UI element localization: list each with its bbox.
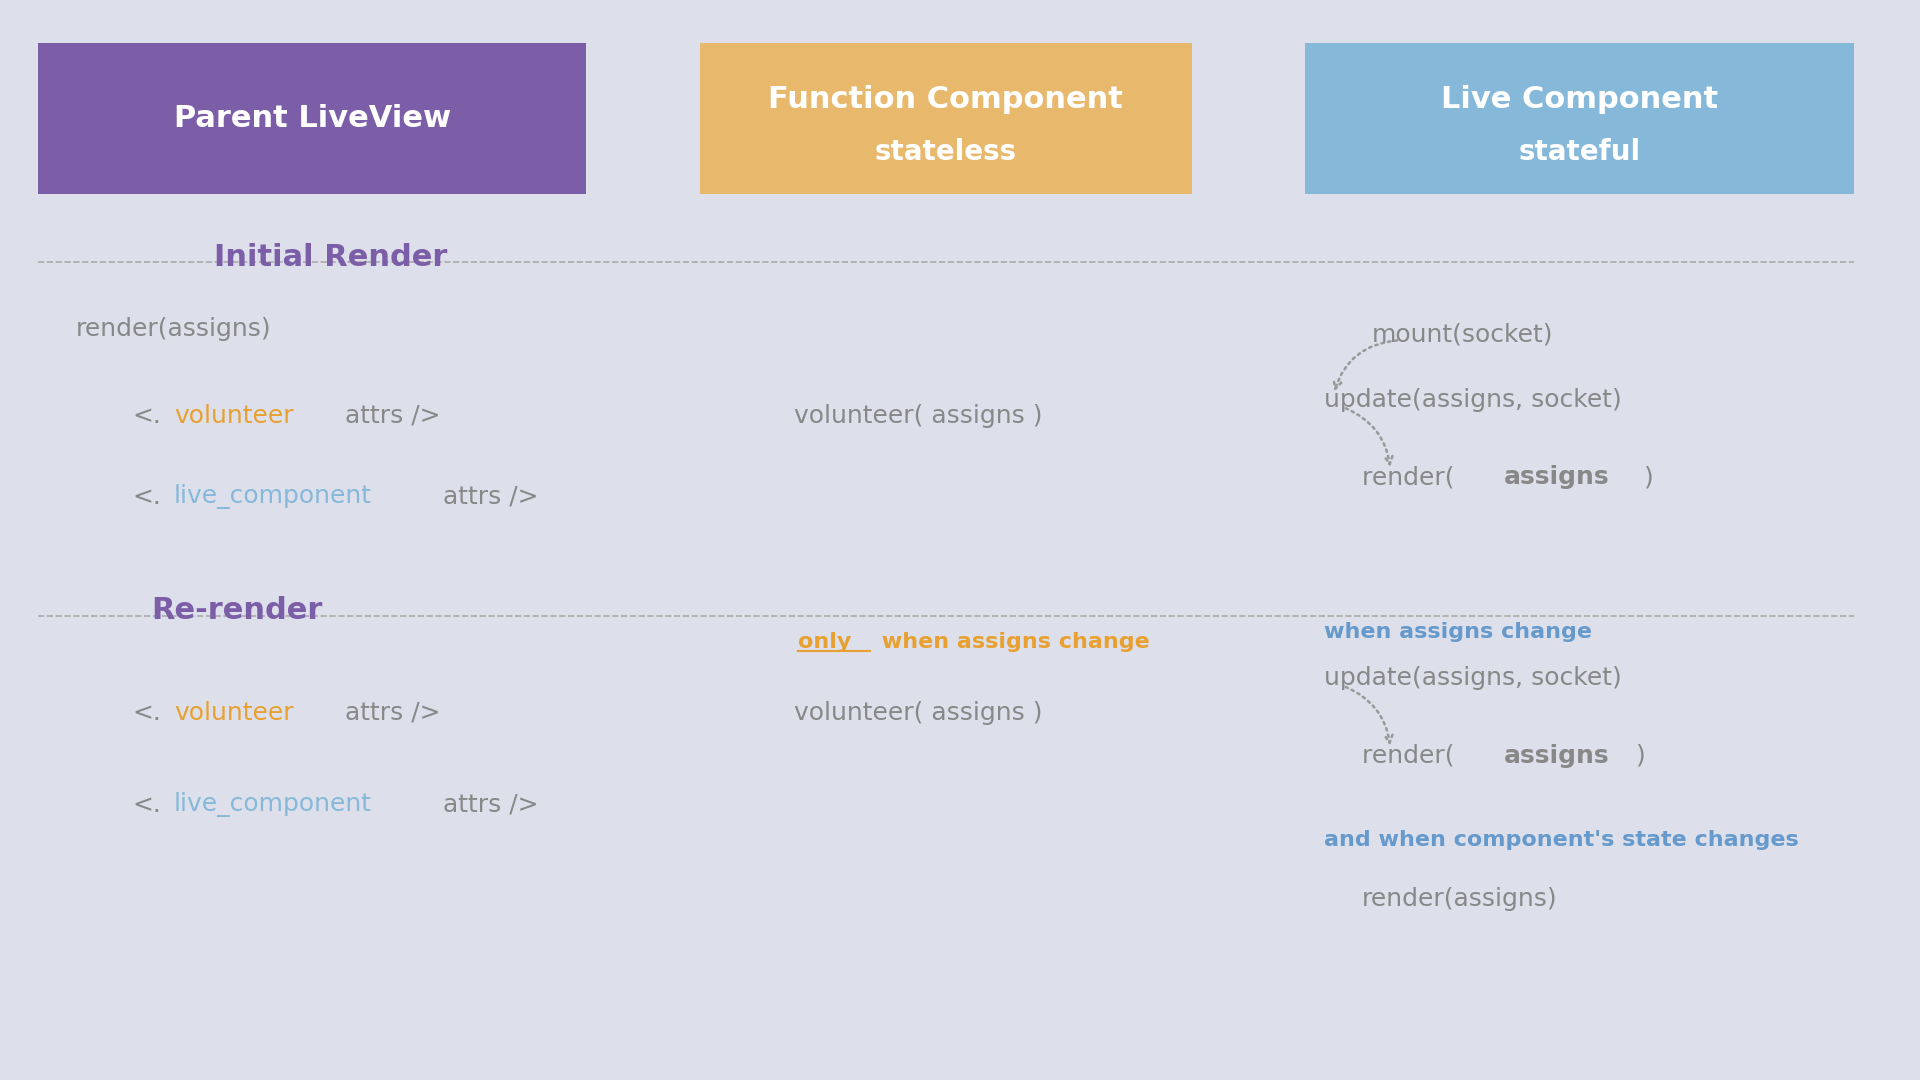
Text: and when component's state changes: and when component's state changes (1325, 831, 1799, 850)
Text: <.: <. (132, 793, 161, 816)
Text: update(assigns, socket): update(assigns, socket) (1325, 666, 1622, 690)
Text: Function Component: Function Component (768, 84, 1123, 113)
Text: Re-render: Re-render (152, 596, 323, 624)
Text: render(: render( (1361, 744, 1463, 768)
Text: <.: <. (132, 701, 161, 725)
Text: attrs />: attrs /> (436, 793, 540, 816)
Text: Parent LiveView: Parent LiveView (173, 105, 451, 133)
Text: attrs />: attrs /> (336, 404, 440, 428)
Text: ): ) (1636, 744, 1645, 768)
Text: Initial Render: Initial Render (215, 243, 447, 271)
Text: assigns: assigns (1503, 465, 1609, 489)
FancyBboxPatch shape (1306, 43, 1855, 194)
Text: attrs />: attrs /> (436, 485, 540, 509)
Text: only: only (799, 632, 852, 651)
Text: mount(socket): mount(socket) (1371, 323, 1553, 347)
Text: Live Component: Live Component (1442, 84, 1718, 113)
FancyBboxPatch shape (701, 43, 1192, 194)
Text: volunteer: volunteer (175, 404, 294, 428)
Text: volunteer: volunteer (175, 701, 294, 725)
Text: live_component: live_component (175, 792, 372, 818)
Text: volunteer( assigns ): volunteer( assigns ) (795, 701, 1043, 725)
Text: update(assigns, socket): update(assigns, socket) (1325, 388, 1622, 411)
FancyBboxPatch shape (38, 43, 586, 194)
Text: stateless: stateless (876, 138, 1018, 166)
Text: render(assigns): render(assigns) (75, 318, 271, 341)
Text: volunteer( assigns ): volunteer( assigns ) (795, 404, 1043, 428)
Text: when assigns change: when assigns change (1325, 622, 1592, 642)
Text: <.: <. (132, 404, 161, 428)
Text: render(: render( (1361, 465, 1463, 489)
Text: attrs />: attrs /> (336, 701, 440, 725)
Text: assigns: assigns (1503, 744, 1609, 768)
Text: ): ) (1636, 465, 1653, 489)
Text: <.: <. (132, 485, 161, 509)
Text: live_component: live_component (175, 484, 372, 510)
Text: stateful: stateful (1519, 138, 1640, 166)
Text: when assigns change: when assigns change (874, 632, 1150, 651)
Text: render(assigns): render(assigns) (1361, 887, 1557, 910)
